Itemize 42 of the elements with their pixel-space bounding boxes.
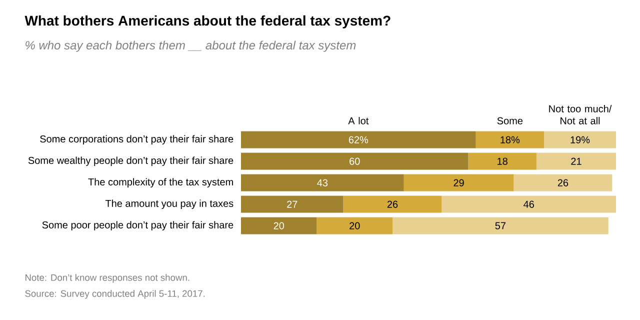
data-label: 26 <box>558 179 568 186</box>
data-label: 43 <box>317 179 328 186</box>
bar <box>316 217 393 234</box>
series-label: Not too much/ Not at all <box>549 105 612 124</box>
data-label: 60 <box>350 158 360 165</box>
data-label: 18 <box>498 158 508 165</box>
data-label: 27 <box>287 200 298 208</box>
data-label: 19% <box>570 136 590 144</box>
bar <box>544 131 616 148</box>
data-label: 26 <box>387 200 398 208</box>
data-label: 20 <box>274 222 284 230</box>
data-label: 57 <box>495 222 506 230</box>
text: Note: Don’t know responses not shown. <box>25 274 190 283</box>
bar <box>343 196 442 213</box>
bar <box>392 217 608 234</box>
bar <box>442 196 616 213</box>
series-label: A lot <box>348 117 369 124</box>
data-label: 29 <box>454 179 464 186</box>
y-tick-label: The complexity of the tax system <box>88 178 233 188</box>
source-note: Source: Survey conducted April 5-11, 2017. <box>25 290 205 299</box>
bar <box>241 131 476 148</box>
bar <box>476 131 544 148</box>
data-label: 46 <box>524 200 534 208</box>
bar <box>536 152 616 170</box>
data-label: 62% <box>348 136 368 144</box>
chart-subtitle: % who say each bothers them __ about the federal tax system <box>26 40 356 52</box>
data-label: 18% <box>500 136 520 144</box>
chart-title: What bothers Americans about the federal tax system? <box>24 15 390 28</box>
y-tick-label: Some poor people don’t pay their fair share <box>42 221 234 230</box>
y-tick-label: Some corporations don’t pay their fair share <box>40 135 234 144</box>
y-tick-label: The amount you pay in taxes <box>105 200 234 209</box>
bar <box>514 174 612 192</box>
bar <box>241 152 468 170</box>
y-tick-label: Some wealthy people don’t pay their fair share <box>28 156 234 166</box>
data-label: 21 <box>571 158 582 165</box>
bar <box>404 174 514 192</box>
bar <box>241 217 317 234</box>
series-label: Some <box>497 117 523 124</box>
data-label: 20 <box>350 222 360 230</box>
bar <box>468 152 536 170</box>
bar <box>241 174 404 192</box>
bar <box>241 196 344 213</box>
